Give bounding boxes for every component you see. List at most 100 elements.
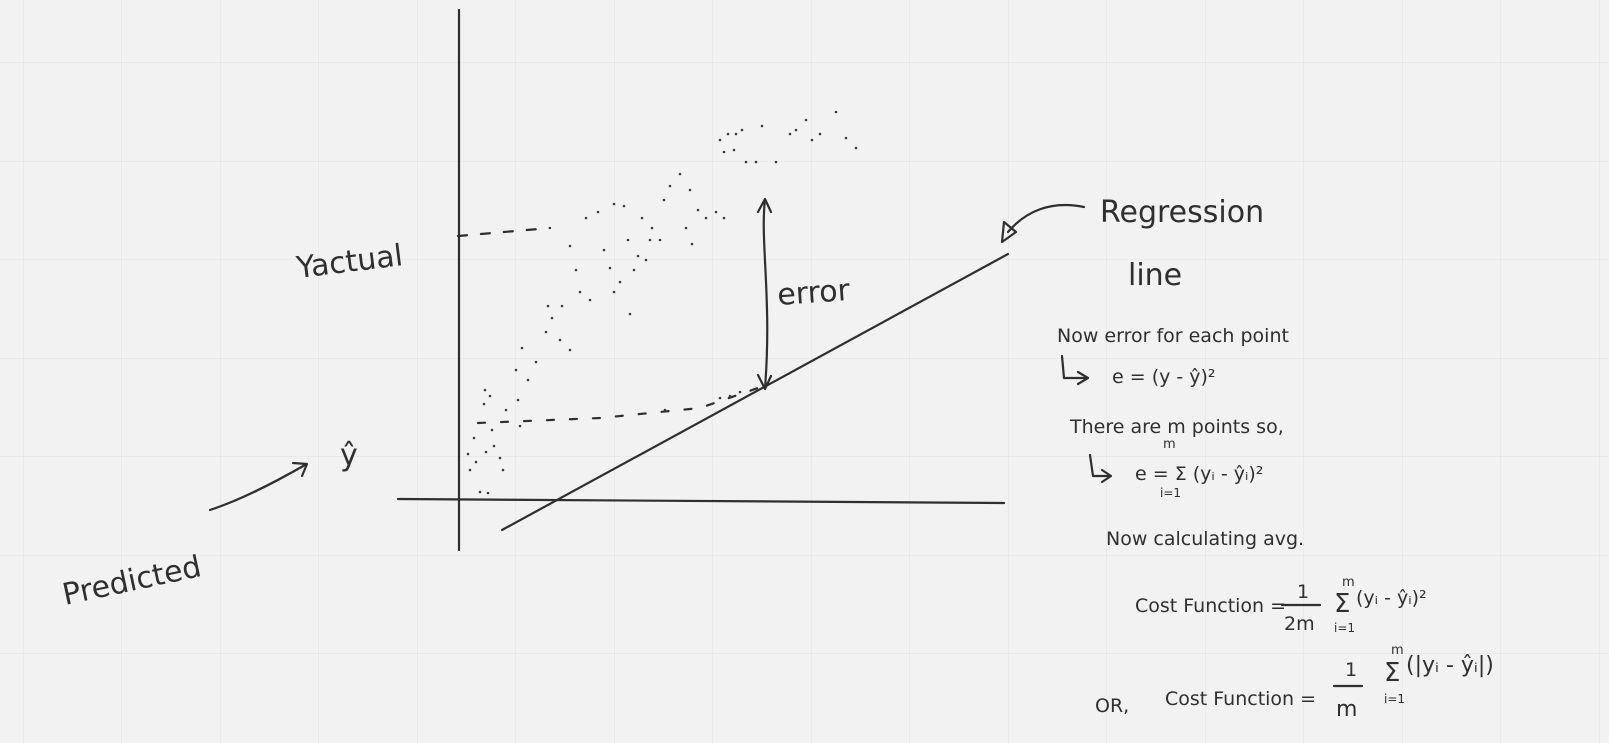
cost-function-label-1: Cost Function =	[1135, 595, 1286, 617]
scatter-point	[483, 388, 487, 392]
scatter-point	[844, 136, 848, 140]
scatter-point	[738, 390, 742, 394]
predicted-pointer-arrowhead	[291, 461, 309, 478]
scatter-point	[726, 132, 730, 136]
scatter-point	[574, 268, 578, 272]
x-axis	[396, 497, 1006, 505]
y-hat-label: ŷ	[340, 438, 358, 473]
cost-sigma-1: Σ	[1334, 589, 1350, 619]
scatter-point	[612, 290, 616, 294]
scatter-point	[474, 460, 478, 464]
scatter-point	[602, 248, 606, 252]
scatter-point	[490, 428, 494, 432]
scatter-point	[650, 226, 654, 230]
scatter-point	[722, 150, 726, 154]
scatter-point	[696, 208, 700, 212]
scatter-point	[744, 160, 748, 164]
regression-pointer-arrow	[1006, 203, 1086, 234]
cost-frac-num-1: 1	[1297, 581, 1309, 603]
cost-sigma-2: Σ	[1384, 658, 1400, 688]
error-arrow	[756, 197, 773, 391]
scatter-point	[658, 238, 662, 242]
scatter-point	[484, 450, 488, 454]
scatter-point	[488, 394, 492, 398]
scatter-point	[568, 244, 572, 248]
scatter-point	[648, 238, 652, 242]
scatter-point	[492, 444, 496, 448]
scatter-point	[678, 172, 682, 176]
scatter-point	[760, 124, 764, 128]
note-sum-formula: e = Σ (yᵢ - ŷᵢ)²	[1135, 463, 1263, 485]
scatter-point	[644, 258, 648, 262]
scatter-point	[482, 402, 486, 406]
bullet-arrowhead-1	[1076, 370, 1090, 386]
scatter-point	[518, 424, 522, 428]
scatter-point	[472, 436, 476, 440]
scatter-point	[501, 468, 505, 472]
scatter-point	[734, 132, 738, 136]
dashed-lines	[456, 226, 760, 425]
scatter-point	[718, 138, 722, 142]
scatter-point	[688, 188, 692, 192]
scatter-point	[810, 138, 814, 142]
scatter-point	[788, 132, 792, 136]
or-label: OR,	[1095, 695, 1129, 717]
cost-sum-lower-1: i=1	[1334, 621, 1355, 635]
scatter-point	[568, 348, 572, 352]
scatter-point	[478, 490, 482, 494]
scatter-point	[854, 146, 858, 150]
scatter-point	[504, 408, 508, 412]
sum-lower-limit: i=1	[1160, 486, 1181, 500]
scatter-point	[520, 346, 524, 350]
scatter-point	[612, 202, 616, 206]
scatter-point	[578, 290, 582, 294]
cost-sum-upper-2: m	[1391, 643, 1404, 658]
scatter-point	[718, 396, 722, 400]
scatter-point	[636, 254, 640, 258]
scatter-point	[466, 452, 470, 456]
sum-upper-limit: m	[1163, 437, 1176, 452]
regression-line	[500, 252, 1010, 532]
note-error-each-point: Now error for each point	[1057, 325, 1289, 347]
cost-function-label-2: Cost Function =	[1165, 688, 1316, 710]
bullet-arrow-1	[1060, 354, 1087, 380]
notes-block: Now error for each point e = (y - ŷ)² Th…	[1057, 325, 1494, 722]
scatter-point	[622, 204, 626, 208]
scatter-point	[754, 160, 758, 164]
cost-terms-2: (|yᵢ - ŷᵢ|)	[1406, 653, 1494, 678]
scatter-point	[626, 238, 630, 242]
scatter-point	[714, 210, 718, 214]
scatter-point	[596, 210, 600, 214]
scatter-point	[663, 408, 667, 412]
scatter-point	[722, 216, 726, 220]
scatter-point	[684, 226, 688, 230]
scatter-point	[558, 338, 562, 342]
scatter-point	[740, 128, 744, 132]
scatter-point	[544, 330, 548, 334]
cost-sum-lower-2: i=1	[1384, 692, 1405, 706]
cost-sum-upper-1: m	[1342, 575, 1355, 590]
scatter-point	[526, 378, 530, 382]
note-m-points: There are m points so,	[1069, 416, 1284, 438]
cost-frac-den-1: 2m	[1284, 613, 1315, 635]
scatter-point	[534, 360, 538, 364]
regression-label: Regression	[1100, 195, 1264, 230]
error-label: error	[776, 273, 852, 313]
note-error-formula: e = (y - ŷ)²	[1112, 366, 1216, 388]
bullet-arrowhead-2	[1100, 468, 1113, 484]
scatter-point	[546, 304, 550, 308]
line-label: line	[1128, 258, 1182, 293]
predicted-pointer-arrow	[208, 463, 307, 512]
scatter-point	[628, 312, 632, 316]
scatter-point	[668, 184, 672, 188]
scatter-point	[618, 280, 622, 284]
note-avg-heading: Now calculating avg.	[1106, 528, 1304, 550]
scatter-point	[804, 118, 808, 122]
scatter-point	[584, 216, 588, 220]
scatter-point	[662, 198, 666, 202]
scatter-point	[834, 110, 838, 114]
scatter-point	[690, 242, 694, 246]
scatter-point	[818, 132, 822, 136]
